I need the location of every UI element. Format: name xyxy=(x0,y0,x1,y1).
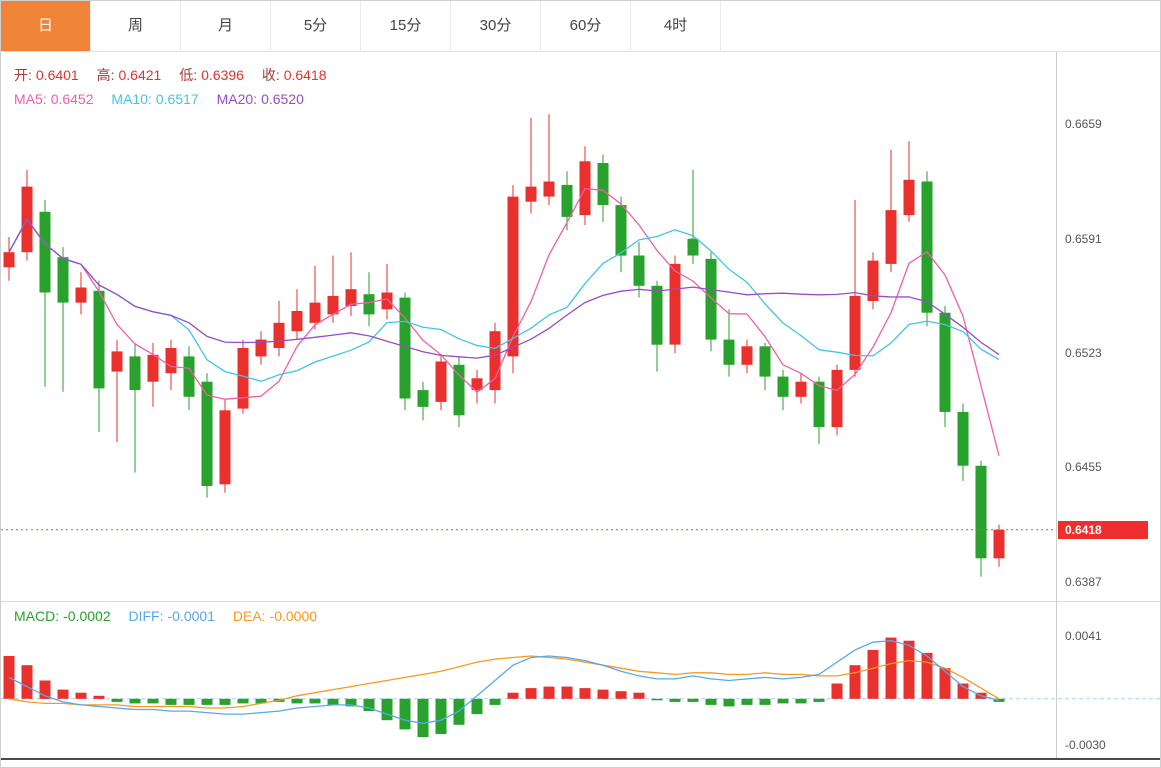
macd-value: -0.0002 xyxy=(63,608,111,624)
close-value: 0.6418 xyxy=(283,67,327,83)
macd-axis-label: -0.0030 xyxy=(1065,737,1106,752)
dea-value: -0.0000 xyxy=(269,608,318,624)
ma20-label: MA20: xyxy=(216,91,258,107)
current-price-tag: 0.6418 xyxy=(1058,520,1148,539)
price-axis-label: 0.6387 xyxy=(1065,574,1102,589)
chart-stage: 开: 0.6401 高: 0.6421 低: 0.6396 收: 0.6418 MA5:… xyxy=(1,52,1161,767)
close-label: 收: xyxy=(261,67,280,83)
diff-value: -0.0001 xyxy=(167,608,215,624)
open-label: 开: xyxy=(14,67,32,83)
tab-day[interactable]: 日 xyxy=(1,1,91,51)
macd-info: MACD: -0.0002 DIFF: -0.0001 DEA: -0.0000 xyxy=(14,608,321,624)
macd-label: MACD: xyxy=(14,608,60,624)
tab-week[interactable]: 周 xyxy=(91,1,181,51)
ma-info: MA5: 0.6452 MA10: 0.6517 MA20: 0.6520 xyxy=(14,91,308,107)
panel-divider xyxy=(1,601,1160,602)
open-value: 0.6401 xyxy=(35,67,79,83)
diff-label: DIFF: xyxy=(128,608,164,624)
tab-4hour[interactable]: 4时 xyxy=(631,1,721,51)
high-label: 高: xyxy=(96,67,115,83)
price-axis-label: 0.6523 xyxy=(1065,346,1102,361)
ma10-value: 0.6517 xyxy=(155,91,199,107)
price-axis-label: 0.6591 xyxy=(1065,231,1102,246)
high-value: 0.6421 xyxy=(118,67,162,83)
low-value: 0.6396 xyxy=(201,67,244,83)
tab-5min[interactable]: 5分 xyxy=(271,1,361,51)
timeframe-tabs: 日 周 月 5分 15分 30分 60分 4时 xyxy=(1,1,1160,52)
tab-60min[interactable]: 60分 xyxy=(541,1,631,51)
tab-15min[interactable]: 15分 xyxy=(361,1,451,51)
ma5-value: 0.6452 xyxy=(50,91,94,107)
ma10-label: MA10: xyxy=(111,91,152,107)
macd-axis-label: 0.0041 xyxy=(1065,629,1102,644)
price-axis-line xyxy=(1056,52,1057,760)
tab-month[interactable]: 月 xyxy=(181,1,271,51)
ohlc-info: 开: 0.6401 高: 0.6421 低: 0.6396 收: 0.6418 xyxy=(14,65,331,85)
dea-label: DEA: xyxy=(232,608,266,624)
low-label: 低: xyxy=(179,67,198,83)
price-axis-label: 0.6659 xyxy=(1065,117,1102,132)
ma20-value: 0.6520 xyxy=(261,91,304,107)
price-axis-label: 0.6455 xyxy=(1065,460,1102,475)
ma5-label: MA5: xyxy=(14,91,47,107)
tab-30min[interactable]: 30分 xyxy=(451,1,541,51)
macd-chart-canvas[interactable] xyxy=(1,630,1161,760)
bottom-border xyxy=(1,758,1160,760)
main-chart-canvas[interactable] xyxy=(1,52,1056,602)
